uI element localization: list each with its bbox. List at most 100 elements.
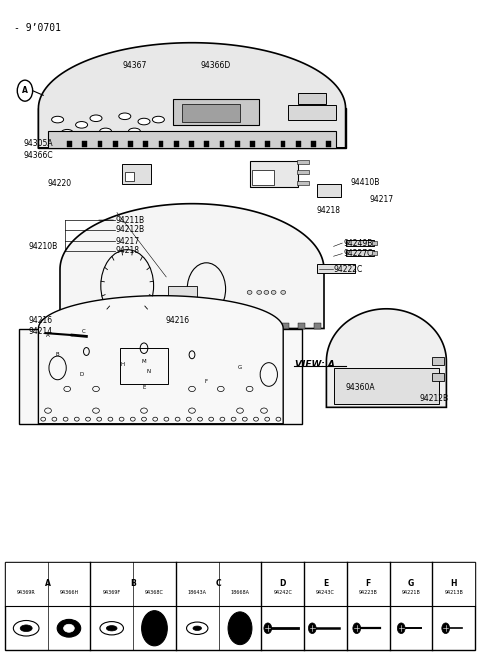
Circle shape [397,623,405,633]
Bar [174,141,179,147]
Bar [83,141,87,147]
Ellipse shape [271,290,276,294]
Ellipse shape [76,122,88,128]
Ellipse shape [193,626,202,631]
Bar [299,323,305,328]
Bar [297,170,309,174]
Circle shape [264,623,272,633]
Bar [98,141,103,147]
Text: M: M [142,359,146,364]
Bar [128,141,133,147]
Text: H: H [451,579,457,589]
Bar [235,141,240,147]
Bar [296,141,300,147]
Bar [173,99,259,125]
Bar [182,104,240,122]
Text: 94223B: 94223B [359,590,378,595]
Text: 94214: 94214 [29,327,53,336]
Bar [317,184,341,197]
Ellipse shape [13,620,39,636]
Text: 94216: 94216 [29,316,53,325]
Text: C: C [216,579,221,589]
Text: 94217: 94217 [115,237,139,246]
Text: 94222C: 94222C [334,265,363,274]
Bar [251,323,257,328]
Polygon shape [38,108,346,148]
Bar [288,105,336,120]
Text: 94227C: 94227C [343,249,372,258]
Bar [252,170,274,185]
Bar [74,323,81,328]
Text: G: G [408,579,414,589]
Text: C: C [82,329,86,334]
Ellipse shape [264,290,269,294]
Ellipse shape [119,113,131,120]
Circle shape [308,623,316,633]
Text: 94211B: 94211B [115,215,144,225]
Ellipse shape [43,320,48,324]
Text: 94410B: 94410B [350,178,380,187]
Bar [218,323,225,328]
Ellipse shape [51,116,63,123]
Bar [317,264,355,273]
Text: 94367: 94367 [122,61,146,70]
Ellipse shape [61,129,73,136]
Bar [266,323,273,328]
Text: 94221B: 94221B [402,590,420,595]
Bar [48,131,336,148]
Polygon shape [60,204,324,328]
Bar [138,323,145,328]
Bar [5,562,475,606]
Text: 18668A: 18668A [230,590,250,595]
Bar [125,172,134,181]
Bar [297,160,309,164]
Text: 94212B: 94212B [420,394,449,403]
Text: 94366H: 94366H [60,590,79,595]
Text: B: B [130,579,136,589]
Text: 94305A: 94305A [24,139,54,148]
Ellipse shape [100,128,112,135]
Text: 94242C: 94242C [273,590,292,595]
Ellipse shape [107,625,117,631]
Text: B: B [56,352,60,357]
Text: 94243C: 94243C [316,590,335,595]
Bar [311,141,316,147]
Ellipse shape [281,290,286,294]
Bar [113,141,118,147]
Polygon shape [38,43,346,148]
Ellipse shape [84,332,93,340]
Bar [189,141,194,147]
Ellipse shape [100,622,123,635]
Ellipse shape [129,128,140,135]
Text: 94366C: 94366C [24,150,54,160]
Text: 94216: 94216 [166,316,190,325]
Text: A: A [45,579,50,589]
Text: 94213B: 94213B [444,590,463,595]
Text: D: D [279,579,286,589]
Bar [5,562,475,650]
Bar [334,368,439,404]
Ellipse shape [90,115,102,122]
Text: H: H [120,362,124,367]
Bar [250,161,298,187]
Bar [159,141,164,147]
Bar [372,251,377,255]
Ellipse shape [63,624,74,632]
Text: 94217: 94217 [370,194,394,204]
Bar [107,323,113,328]
Polygon shape [38,296,283,424]
Bar [250,141,255,147]
Ellipse shape [153,116,164,123]
Text: 94360A: 94360A [346,383,375,392]
Polygon shape [326,309,446,407]
Text: 94218: 94218 [115,246,139,256]
Bar [170,323,177,328]
Text: F: F [205,378,208,384]
Text: 94369R: 94369R [17,590,36,595]
Bar [19,328,302,424]
Bar [281,141,286,147]
Text: G: G [238,365,242,371]
Ellipse shape [20,625,32,631]
Bar [346,250,374,256]
Bar [120,348,168,384]
